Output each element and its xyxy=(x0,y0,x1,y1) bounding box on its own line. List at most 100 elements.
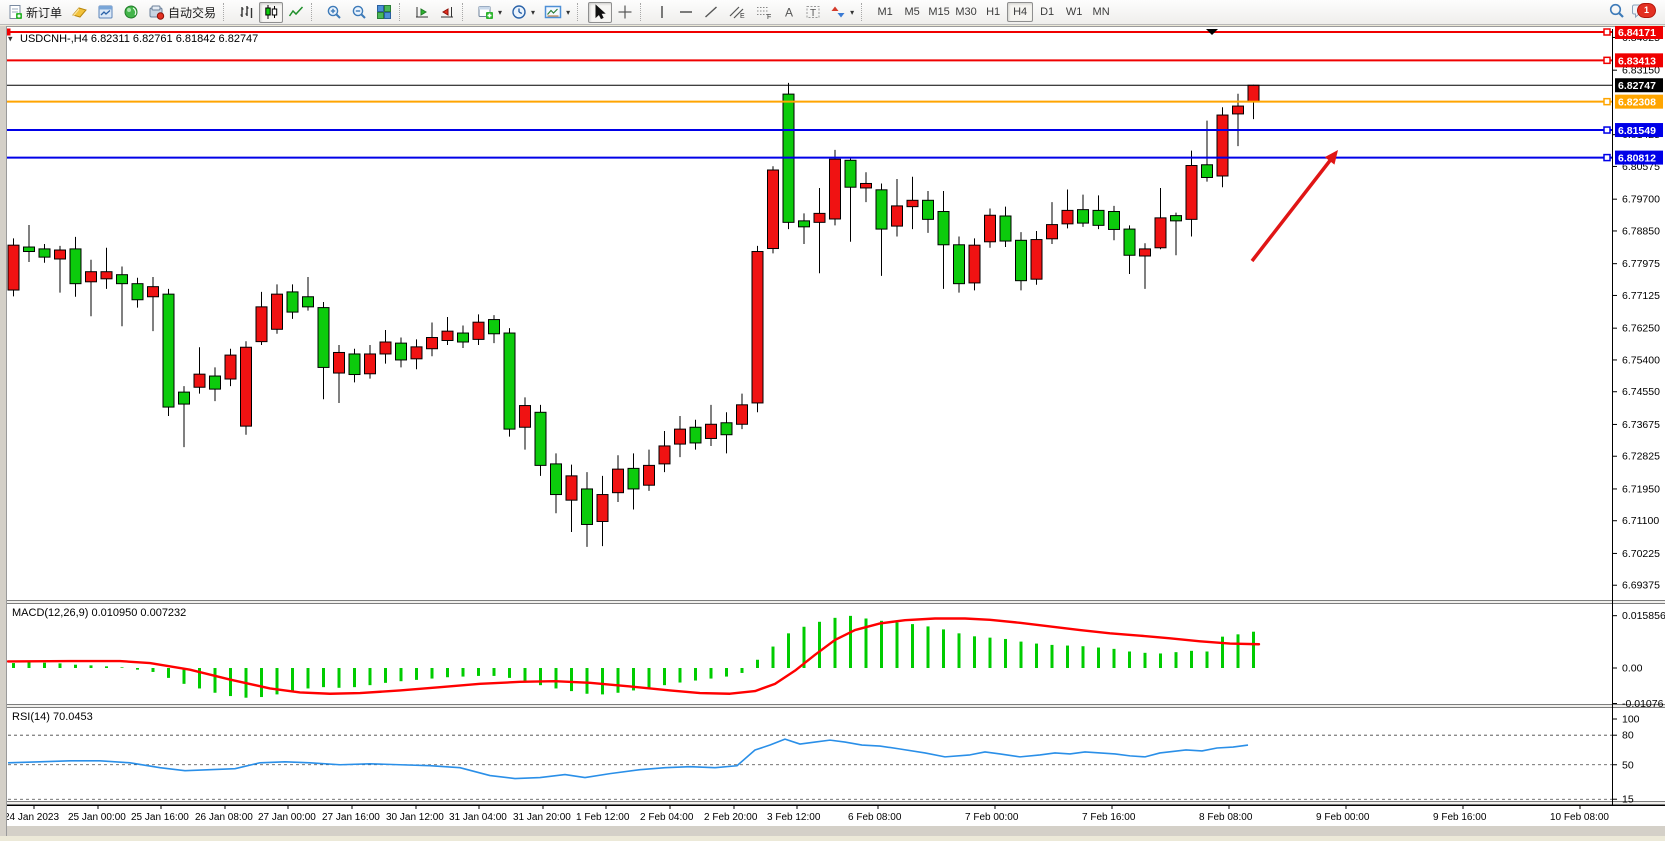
window-left-edge xyxy=(0,26,7,836)
price-badge-label: 6.82747 xyxy=(1618,80,1656,92)
template-icon xyxy=(544,4,562,20)
price-tick-label: 6.69375 xyxy=(1622,580,1660,592)
candle-body xyxy=(271,293,283,330)
candle-body xyxy=(1015,239,1027,282)
signals-button[interactable] xyxy=(119,2,143,23)
candle-body xyxy=(1154,217,1167,249)
toolbar-separator xyxy=(462,3,469,21)
search-icon[interactable] xyxy=(1608,2,1625,24)
arrows-button[interactable]: ▾ xyxy=(826,2,858,23)
candle-body xyxy=(1108,211,1120,230)
new-order-button[interactable]: 新订单 xyxy=(3,2,66,23)
market-watch-button[interactable] xyxy=(93,2,118,23)
svg-text:T: T xyxy=(810,8,816,19)
crosshair-button[interactable] xyxy=(613,2,637,23)
price-chart[interactable]: 6.840256.831506.814256.805756.797006.788… xyxy=(0,25,1665,836)
macd-tick-label: -0.01076 xyxy=(1622,698,1664,710)
price-badge xyxy=(1615,53,1663,68)
price-badge xyxy=(1615,123,1663,138)
line-handle[interactable] xyxy=(1603,126,1611,134)
rsi-line xyxy=(7,738,1249,780)
line-chart-button[interactable] xyxy=(284,2,308,23)
zoom-in-button[interactable] xyxy=(322,2,346,23)
period-button[interactable]: ▾ xyxy=(507,2,539,23)
rsi-tick-label: 15 xyxy=(1622,794,1634,806)
chart-shift-marker-icon[interactable] xyxy=(1206,29,1218,35)
price-badge xyxy=(1615,150,1663,165)
candle-body xyxy=(162,293,175,408)
timeframe-h4-button[interactable]: H4 xyxy=(1007,2,1034,22)
dropdown-caret-icon[interactable]: ▾ xyxy=(498,7,503,17)
candle-body xyxy=(333,351,345,374)
history-center-button[interactable] xyxy=(67,2,92,23)
cursor-button[interactable] xyxy=(588,1,613,23)
dropdown-caret-icon[interactable]: ▾ xyxy=(566,7,571,17)
line-handle[interactable] xyxy=(1603,28,1611,36)
candle-body xyxy=(643,464,655,486)
rsi-tick-label: 80 xyxy=(1622,730,1634,742)
line-handle[interactable] xyxy=(1603,153,1611,162)
candle-body xyxy=(457,332,469,343)
notification-count-badge: 1 xyxy=(1637,2,1656,18)
fibo-icon: F xyxy=(755,4,773,20)
dropdown-caret-icon[interactable]: ▾ xyxy=(531,7,536,17)
candle-body xyxy=(193,373,206,388)
horizontal-line-button[interactable] xyxy=(674,2,698,23)
trendline-button[interactable] xyxy=(699,2,723,23)
auto-scroll-button[interactable] xyxy=(410,2,434,23)
auto-trading-button[interactable]: 自动交易 xyxy=(144,2,220,23)
line-handle[interactable] xyxy=(1603,97,1611,106)
time-axis-label: 9 Feb 16:00 xyxy=(1433,812,1487,823)
zoom-out-button[interactable] xyxy=(347,2,371,23)
tile-windows-button[interactable] xyxy=(372,2,396,23)
candle-body xyxy=(906,199,919,208)
bottom-strip xyxy=(0,826,1665,836)
fibonacci-button[interactable]: F xyxy=(751,2,777,23)
time-axis-label: 7 Feb 16:00 xyxy=(1082,812,1136,823)
price-badge-label: 6.82308 xyxy=(1618,97,1656,109)
time-axis-label: 10 Feb 08:00 xyxy=(1550,812,1609,823)
arrow-annotation[interactable] xyxy=(1250,156,1334,263)
text-button[interactable]: A xyxy=(778,2,800,23)
timeframe-m1-button[interactable]: M1 xyxy=(877,6,893,18)
line-handle[interactable] xyxy=(1603,56,1611,65)
candle-body xyxy=(705,423,717,439)
timeframe-m5-button[interactable]: M5 xyxy=(904,6,920,18)
time-axis-label: 30 Jan 12:00 xyxy=(386,812,444,823)
chart-shift-button[interactable] xyxy=(435,2,459,23)
vline-icon xyxy=(656,4,668,20)
timeframe-d1-button[interactable]: D1 xyxy=(1040,6,1055,18)
cursor-icon xyxy=(592,4,608,20)
equidistant-channel-button[interactable]: E xyxy=(724,2,750,23)
arrow-annotation-head[interactable] xyxy=(1324,150,1338,165)
macd-signal-line xyxy=(6,617,1261,695)
timeframe-w1-button[interactable]: W1 xyxy=(1065,6,1083,18)
candle-body xyxy=(937,211,950,246)
timeframe-h1-button[interactable]: H1 xyxy=(986,6,1001,18)
timeframe-mn-button[interactable]: MN xyxy=(1092,6,1110,18)
bar-chart-button[interactable] xyxy=(234,2,258,23)
price-badge xyxy=(1615,94,1663,109)
template-button[interactable]: ▾ xyxy=(540,2,574,23)
candle-body xyxy=(178,391,190,405)
timeframe-m30-button[interactable]: M30 xyxy=(955,6,977,18)
candle-body xyxy=(1092,209,1105,226)
time-axis-label: 31 Jan 20:00 xyxy=(513,812,571,823)
dropdown-caret-icon[interactable]: ▾ xyxy=(850,7,855,17)
candle-body xyxy=(534,411,547,466)
panel-separator xyxy=(0,801,1665,805)
notifications-button[interactable]: 1 xyxy=(1631,2,1656,24)
chartshift-icon xyxy=(439,4,455,20)
candle-body xyxy=(488,319,500,335)
doc-icon xyxy=(7,4,23,20)
candle-body xyxy=(224,354,237,380)
new-chart-button[interactable]: ▾ xyxy=(473,2,506,23)
vertical-line-button[interactable] xyxy=(651,2,673,23)
text-label-button[interactable]: T xyxy=(801,2,825,23)
price-tick-label: 6.73675 xyxy=(1622,419,1660,431)
timeframe-m15-button[interactable]: M15 xyxy=(928,6,950,18)
candle-body xyxy=(1247,84,1260,103)
time-axis-label: 24 Jan 2023 xyxy=(4,812,59,823)
price-tick-label: 6.72825 xyxy=(1622,451,1660,463)
candlestick-button[interactable] xyxy=(259,1,284,23)
